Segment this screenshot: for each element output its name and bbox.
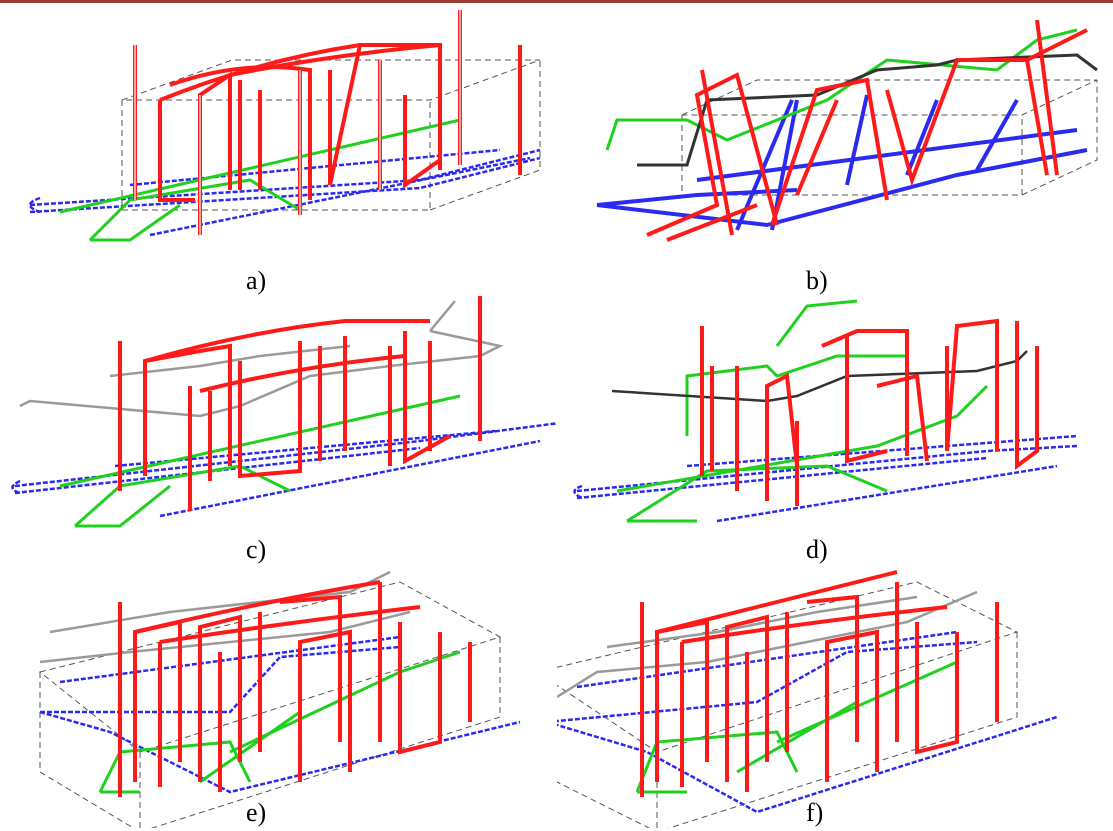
rebar-cage-f bbox=[557, 570, 1058, 828]
panel-c-drawing bbox=[0, 276, 556, 552]
concrete-outline bbox=[681, 79, 1098, 196]
diagonal-bars bbox=[616, 299, 989, 523]
concrete-outline bbox=[557, 581, 1019, 828]
header-bar bbox=[0, 0, 1113, 3]
panel-f-caption: f) bbox=[806, 798, 824, 827]
diagonal-bars bbox=[59, 394, 461, 528]
panel-a-drawing bbox=[0, 0, 556, 276]
stirrups bbox=[118, 296, 482, 511]
panel-a-caption: a) bbox=[246, 266, 267, 295]
rebar-cage-d bbox=[573, 299, 1078, 523]
panel-d-drawing bbox=[557, 276, 1113, 552]
panel-d-caption: d) bbox=[806, 535, 828, 564]
stirrup-highlight bbox=[134, 10, 461, 235]
bottom-bars bbox=[28, 148, 541, 237]
panel-b-drawing bbox=[557, 0, 1113, 276]
rebar-cage-c bbox=[11, 296, 556, 528]
rebar-cage-a bbox=[28, 10, 541, 242]
bottom-bars bbox=[557, 630, 1058, 814]
diagonal-bars bbox=[635, 660, 958, 794]
stirrups bbox=[133, 10, 522, 235]
stirrups bbox=[646, 19, 1088, 242]
stirrups bbox=[700, 318, 1039, 506]
panel-f-drawing bbox=[557, 552, 1113, 828]
bottom-bars bbox=[573, 434, 1078, 523]
rebar-cage-e bbox=[38, 570, 521, 828]
panel-e-caption: e) bbox=[246, 798, 267, 827]
rebar-cage-b bbox=[596, 19, 1098, 242]
diagonal-bars bbox=[605, 28, 1078, 151]
panel-c-caption: c) bbox=[246, 535, 267, 564]
panel-b-caption: b) bbox=[806, 266, 828, 295]
bottom-bars bbox=[596, 94, 1088, 231]
panel-e-drawing bbox=[0, 552, 556, 828]
stirrups bbox=[640, 570, 999, 797]
stirrups bbox=[118, 580, 472, 797]
concrete-outline bbox=[38, 581, 502, 828]
diagonal-bars bbox=[98, 650, 461, 794]
dark-bars bbox=[611, 350, 1028, 403]
